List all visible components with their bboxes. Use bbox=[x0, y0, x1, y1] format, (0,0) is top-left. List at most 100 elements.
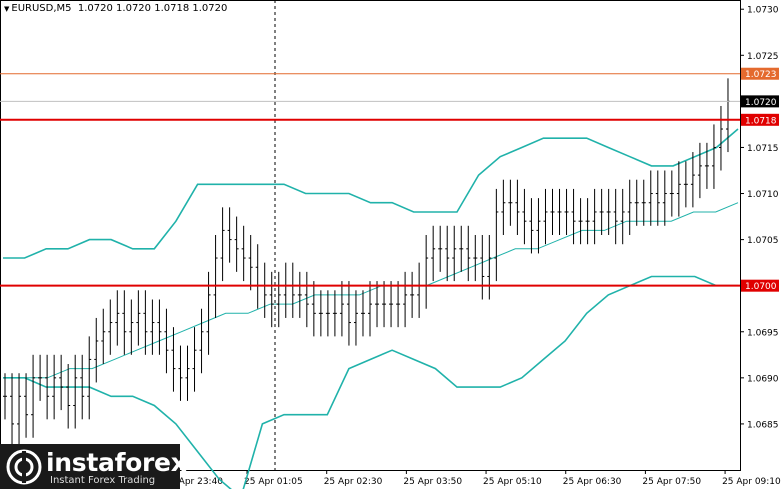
price-bar bbox=[382, 281, 387, 328]
price-bar bbox=[557, 188, 562, 235]
price-bar bbox=[410, 271, 415, 318]
price-bar bbox=[711, 124, 716, 189]
price-bar bbox=[3, 373, 7, 420]
price-bar bbox=[585, 198, 590, 245]
chart-header: ▼ EURUSD,M5 1.0720 1.0720 1.0718 1.0720 bbox=[4, 3, 227, 14]
price-bar bbox=[332, 290, 337, 337]
instaforex-logo: instaforex Instant Forex Trading bbox=[0, 444, 187, 489]
price-bar bbox=[178, 345, 183, 401]
price-bar bbox=[606, 188, 611, 235]
y-tick-label: 1.0710 bbox=[747, 190, 779, 200]
price-bar bbox=[45, 354, 50, 420]
price-bar bbox=[220, 207, 225, 282]
price-bar bbox=[578, 198, 583, 245]
price-bar bbox=[157, 299, 162, 355]
price-bar bbox=[648, 170, 653, 226]
price-bar bbox=[452, 225, 457, 282]
price-bar bbox=[17, 373, 22, 447]
price-bar bbox=[24, 373, 29, 438]
price-bar bbox=[353, 290, 358, 346]
price-bar bbox=[164, 308, 169, 374]
level-label-text: 1.0718 bbox=[745, 116, 777, 126]
price-bar bbox=[417, 262, 422, 318]
instaforex-logo-icon bbox=[6, 449, 42, 485]
price-bar bbox=[143, 290, 148, 355]
price-bar bbox=[375, 281, 380, 328]
price-bar bbox=[360, 290, 365, 337]
price-bar bbox=[494, 188, 499, 282]
bollinger-upper-line bbox=[3, 128, 739, 259]
ohlc-readout: 1.0720 1.0720 1.0718 1.0720 bbox=[77, 3, 228, 14]
price-bar bbox=[262, 262, 267, 318]
price-bar bbox=[115, 290, 120, 346]
price-bar bbox=[122, 290, 127, 355]
plot-frame bbox=[0, 0, 741, 471]
price-bar bbox=[346, 281, 351, 346]
y-tick-label: 1.0685 bbox=[747, 420, 779, 430]
symbol-timeframe: EURUSD,M5 bbox=[11, 3, 72, 14]
price-bar bbox=[459, 225, 464, 272]
price-bar bbox=[599, 188, 604, 235]
price-bar bbox=[94, 317, 99, 383]
price-bar bbox=[641, 179, 646, 226]
price-bar bbox=[424, 235, 429, 309]
price-bar bbox=[445, 225, 450, 282]
price-bar bbox=[718, 105, 723, 171]
current-price-text: 1.0720 bbox=[745, 98, 777, 108]
bollinger-lower-line bbox=[3, 275, 738, 489]
price-bar bbox=[529, 198, 534, 254]
price-bar bbox=[613, 188, 618, 245]
x-tick-label: 24 Apr 23:40 bbox=[164, 477, 223, 487]
price-bar bbox=[501, 179, 506, 235]
logo-tagline: Instant Forex Trading bbox=[50, 475, 156, 486]
price-bar bbox=[522, 188, 527, 245]
price-bar bbox=[283, 262, 288, 318]
y-tick-label: 1.0695 bbox=[747, 328, 779, 338]
x-tick-label: 25 Apr 05:10 bbox=[483, 477, 542, 487]
price-bar bbox=[564, 188, 569, 235]
price-bar bbox=[536, 198, 541, 254]
price-bar bbox=[515, 179, 520, 235]
price-bar bbox=[276, 271, 281, 328]
price-bar bbox=[655, 170, 660, 226]
price-bar bbox=[241, 225, 246, 282]
price-bar bbox=[704, 142, 709, 189]
y-tick-label: 1.0715 bbox=[747, 144, 779, 154]
level-label-text: 1.0723 bbox=[745, 70, 777, 80]
price-bar bbox=[676, 161, 681, 217]
x-tick-label: 25 Apr 03:50 bbox=[403, 477, 462, 487]
y-tick-label: 1.0690 bbox=[747, 374, 779, 384]
price-bar bbox=[368, 281, 372, 337]
price-bar bbox=[73, 354, 78, 429]
x-tick-label: 25 Apr 06:30 bbox=[563, 477, 622, 487]
price-bar bbox=[136, 290, 141, 346]
price-bar bbox=[304, 271, 309, 328]
price-bar bbox=[339, 281, 344, 337]
price-bar bbox=[697, 142, 702, 199]
price-bar bbox=[431, 225, 436, 282]
price-bar bbox=[199, 308, 204, 374]
collapse-triangle-icon[interactable]: ▼ bbox=[4, 5, 10, 13]
price-bar bbox=[213, 235, 218, 318]
price-bar bbox=[480, 235, 485, 300]
price-bar bbox=[80, 354, 85, 420]
price-bar bbox=[297, 271, 302, 318]
price-bar bbox=[66, 364, 71, 429]
price-bar bbox=[543, 188, 548, 245]
price-bar bbox=[620, 188, 625, 245]
level-label-box bbox=[741, 279, 779, 292]
price-bar bbox=[129, 299, 134, 355]
price-bar bbox=[690, 152, 695, 208]
price-bar bbox=[396, 281, 401, 328]
x-tick-label: 25 Apr 01:05 bbox=[244, 477, 303, 487]
price-bar bbox=[466, 225, 471, 282]
price-bar bbox=[108, 299, 113, 355]
price-bar bbox=[248, 235, 253, 291]
price-bar bbox=[227, 207, 232, 263]
price-bar bbox=[669, 170, 674, 217]
y-tick-label: 1.0725 bbox=[747, 52, 779, 62]
price-bar bbox=[87, 336, 92, 420]
x-tick-label: 25 Apr 09:10 bbox=[722, 477, 781, 487]
price-bar bbox=[683, 161, 688, 208]
